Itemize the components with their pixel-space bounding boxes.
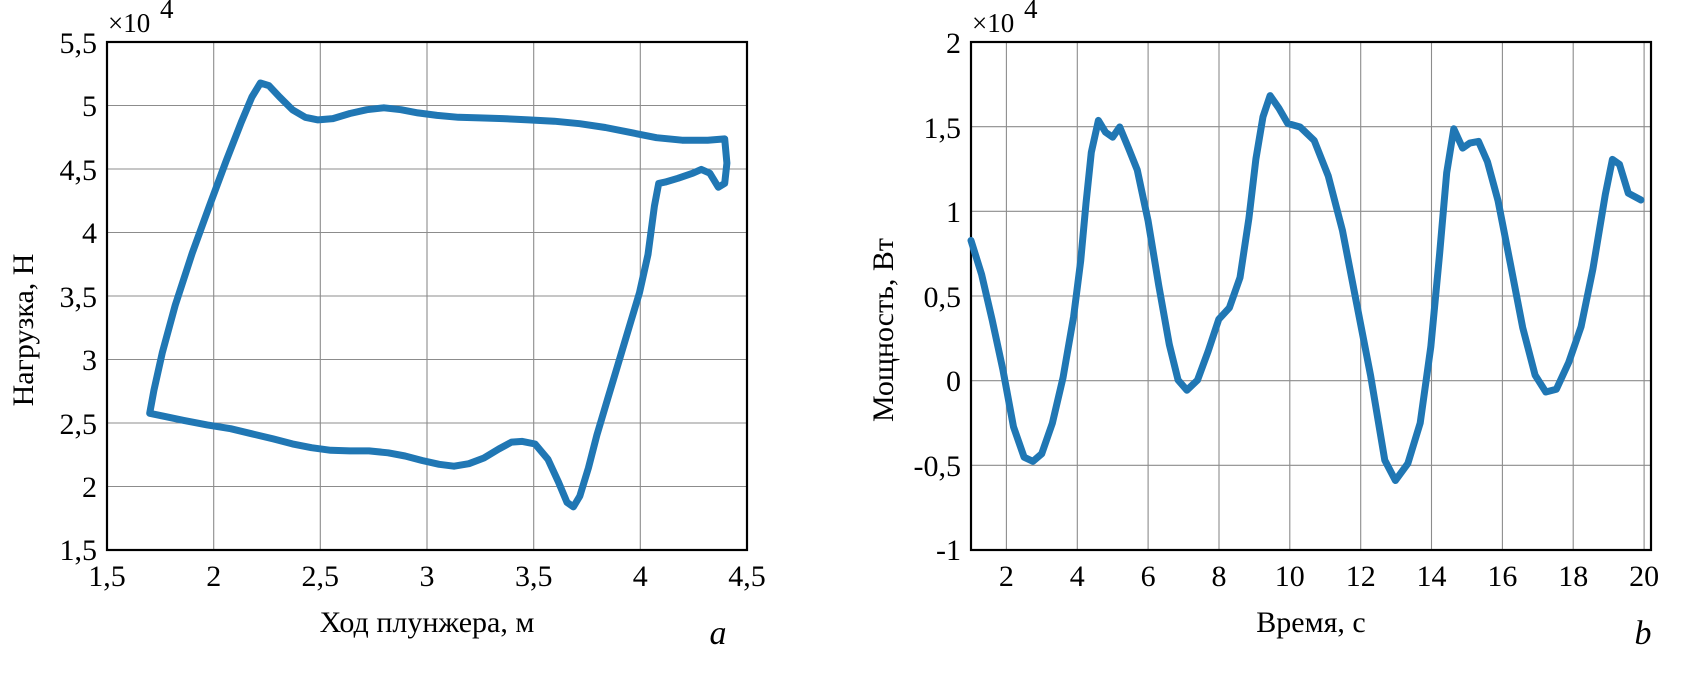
svg-text:2: 2 bbox=[946, 27, 961, 60]
panel-b-plot-frame bbox=[969, 40, 1653, 552]
svg-text:16: 16 bbox=[1487, 560, 1517, 593]
svg-text:1,5: 1,5 bbox=[60, 534, 98, 567]
svg-text:-1: -1 bbox=[936, 534, 961, 567]
panel-b-data-curve bbox=[967, 92, 1645, 484]
svg-text:4,5: 4,5 bbox=[728, 560, 766, 593]
svg-text:2,5: 2,5 bbox=[60, 408, 98, 441]
panel-b-y-ticks: 2 1,5 1 0,5 0 -0,5 -1 bbox=[914, 27, 962, 567]
svg-text:1: 1 bbox=[946, 196, 961, 229]
svg-text:4,5: 4,5 bbox=[60, 154, 98, 187]
svg-text:×10: ×10 bbox=[108, 8, 150, 38]
svg-text:3: 3 bbox=[420, 560, 435, 593]
svg-text:4: 4 bbox=[1024, 0, 1038, 24]
svg-text:8: 8 bbox=[1212, 560, 1227, 593]
panel-a-x-axis-label: Ход плунжера, м bbox=[320, 606, 535, 639]
svg-text:4: 4 bbox=[160, 0, 174, 24]
panel-b-power-time-series: Мощность, Вт ×10 4 bbox=[800, 0, 1687, 685]
panel-a-x-ticks: 1,5 2 2,5 3 3,5 4 4,5 bbox=[88, 560, 766, 593]
panel-a-exponent: ×10 4 bbox=[108, 0, 174, 38]
svg-text:6: 6 bbox=[1141, 560, 1156, 593]
svg-text:0,5: 0,5 bbox=[924, 281, 962, 314]
svg-text:1,5: 1,5 bbox=[924, 112, 962, 145]
svg-text:4: 4 bbox=[1070, 560, 1085, 593]
panel-a-data-curve bbox=[146, 79, 731, 511]
svg-text:2: 2 bbox=[82, 471, 97, 504]
svg-text:5: 5 bbox=[82, 90, 97, 123]
panel-b-svg: Мощность, Вт ×10 4 bbox=[867, 0, 1659, 652]
svg-text:Мощность, Вт: Мощность, Вт bbox=[867, 238, 900, 422]
panel-a-y-axis-label: Нагрузка, Н bbox=[7, 254, 40, 407]
svg-text:3,5: 3,5 bbox=[515, 560, 553, 593]
panel-a-sub-label: a bbox=[710, 615, 727, 652]
panel-a-y-ticks: 5,5 5 4,5 4 3,5 3 2,5 2 1,5 bbox=[60, 27, 98, 567]
svg-text:1,5: 1,5 bbox=[88, 560, 126, 593]
svg-text:0: 0 bbox=[946, 365, 961, 398]
svg-text:2,5: 2,5 bbox=[302, 560, 340, 593]
panel-b-y-axis-label: Мощность, Вт bbox=[867, 238, 900, 422]
svg-text:4: 4 bbox=[633, 560, 648, 593]
svg-text:12: 12 bbox=[1346, 560, 1376, 593]
svg-text:-0,5: -0,5 bbox=[914, 450, 962, 483]
svg-text:×10: ×10 bbox=[972, 8, 1014, 38]
svg-text:Нагрузка, Н: Нагрузка, Н bbox=[7, 254, 40, 407]
panel-a-svg: Нагрузка, Н ×10 4 bbox=[7, 0, 766, 652]
svg-text:3,5: 3,5 bbox=[60, 281, 98, 314]
svg-text:10: 10 bbox=[1275, 560, 1305, 593]
svg-text:4: 4 bbox=[82, 217, 97, 250]
svg-text:5,5: 5,5 bbox=[60, 27, 98, 60]
svg-text:3: 3 bbox=[82, 344, 97, 377]
svg-text:2: 2 bbox=[999, 560, 1014, 593]
panel-b-sub-label: b bbox=[1635, 615, 1652, 652]
panel-b-exponent: ×10 4 bbox=[972, 0, 1038, 38]
svg-text:18: 18 bbox=[1558, 560, 1588, 593]
svg-text:14: 14 bbox=[1417, 560, 1447, 593]
panel-a-dynamometer-card: Нагрузка, Н ×10 4 bbox=[0, 0, 800, 685]
svg-text:20: 20 bbox=[1629, 560, 1659, 593]
svg-text:2: 2 bbox=[206, 560, 221, 593]
panel-b-x-axis-label: Время, с bbox=[1256, 606, 1365, 639]
panel-b-x-ticks: 2 4 6 8 10 12 14 16 18 20 bbox=[999, 560, 1659, 593]
panel-a-plot-frame bbox=[105, 40, 749, 552]
